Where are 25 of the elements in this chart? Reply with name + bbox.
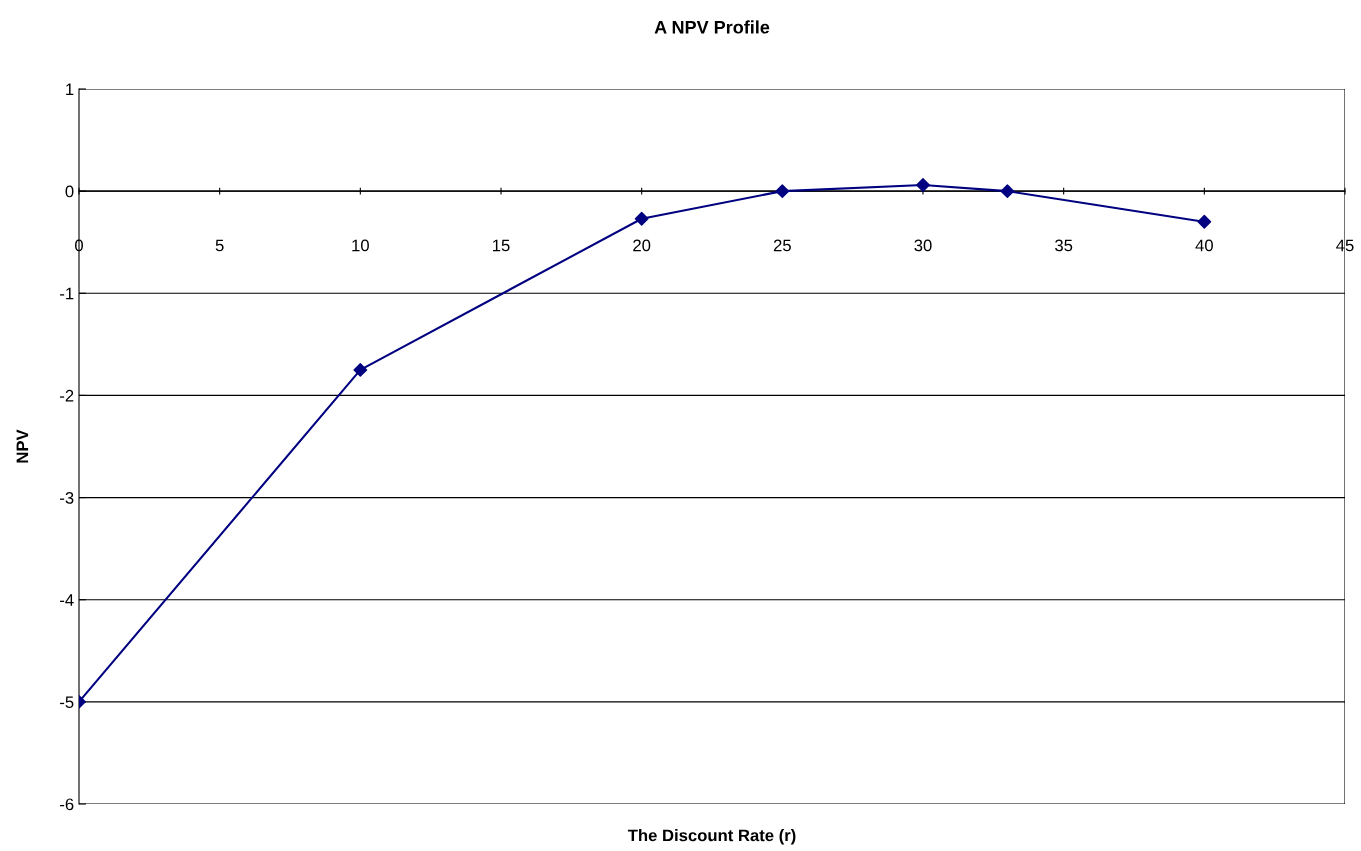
y-tick-label: -6 [60,798,74,811]
point [1000,184,1015,199]
point [916,178,930,192]
y-tick-label: -3 [60,491,74,504]
chart-title: A NPV Profile [654,20,770,34]
x-tick-label: 25 [773,239,791,252]
y-tick-label: 1 [66,83,74,96]
x-axis-title: The Discount Rate (r) [627,829,796,845]
y-tick-label: -1 [60,287,74,300]
point [775,184,790,199]
y-tick-label: -5 [60,696,74,709]
x-tick-label: 35 [1055,239,1073,252]
x-tick-label: 10 [352,239,369,252]
x-tick-label: 20 [633,239,651,252]
y-tick-label: 0 [65,185,74,198]
x-tick-label: 5 [215,239,224,252]
point [1197,214,1212,229]
y-tick-label: -4 [60,594,74,606]
point [353,362,368,377]
x-tick-label: 30 [914,239,932,252]
y-axis-title: NPV [16,429,29,463]
x-tick-label: 15 [493,239,510,252]
y-tick-label: -2 [60,389,74,402]
point [634,211,649,226]
x-tick-label: 40 [1195,239,1213,252]
